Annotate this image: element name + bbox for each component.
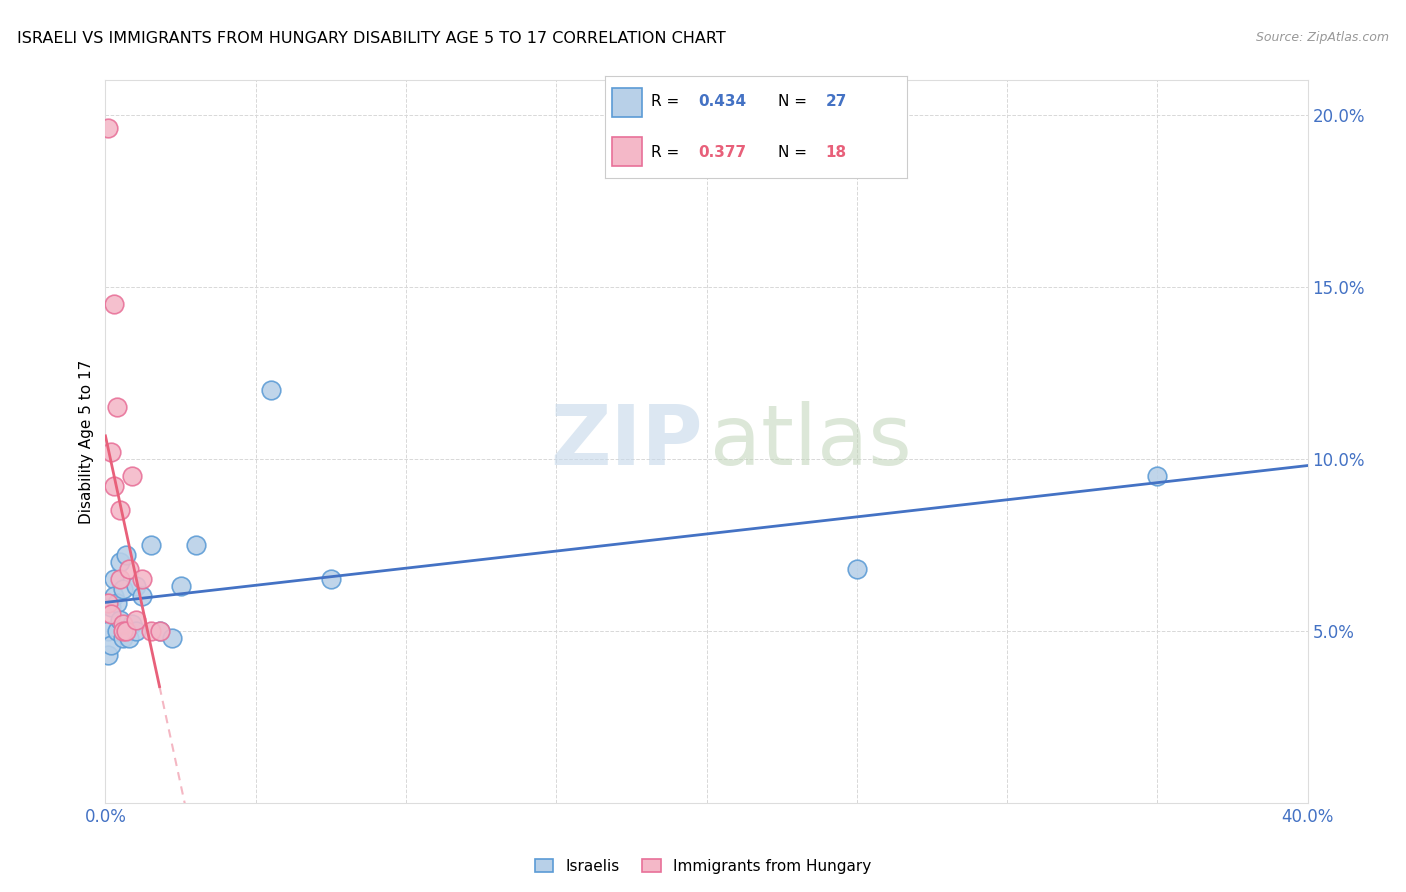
Y-axis label: Disability Age 5 to 17: Disability Age 5 to 17 <box>79 359 94 524</box>
Point <box>124 579 146 593</box>
Point <box>260 383 283 397</box>
Point <box>110 503 132 517</box>
Text: N =: N = <box>779 145 813 160</box>
Point <box>110 614 132 628</box>
Point <box>110 555 132 569</box>
Text: ISRAELI VS IMMIGRANTS FROM HUNGARY DISABILITY AGE 5 TO 17 CORRELATION CHART: ISRAELI VS IMMIGRANTS FROM HUNGARY DISAB… <box>17 31 725 46</box>
Point <box>110 572 132 586</box>
Text: N =: N = <box>779 95 813 110</box>
Point <box>121 616 143 631</box>
Point <box>107 624 129 638</box>
Point <box>97 648 120 662</box>
Text: 27: 27 <box>825 95 846 110</box>
Point <box>118 562 141 576</box>
Bar <box>612 137 643 166</box>
Point <box>131 572 153 586</box>
Point <box>100 607 122 621</box>
Point <box>124 624 146 638</box>
Text: R =: R = <box>651 95 685 110</box>
Point <box>118 631 141 645</box>
Point <box>100 599 122 614</box>
Point <box>100 638 122 652</box>
Point <box>319 572 342 586</box>
Point <box>103 297 125 311</box>
Point <box>131 590 153 604</box>
Point <box>148 624 170 638</box>
Bar <box>612 88 643 117</box>
Point <box>112 631 135 645</box>
Text: Source: ZipAtlas.com: Source: ZipAtlas.com <box>1256 31 1389 45</box>
Point <box>115 624 138 638</box>
Point <box>1146 469 1168 483</box>
Point <box>97 121 120 136</box>
Point <box>115 548 138 562</box>
Point <box>97 596 120 610</box>
Text: R =: R = <box>651 145 685 160</box>
Point <box>124 614 146 628</box>
Point <box>160 631 183 645</box>
Text: ZIP: ZIP <box>550 401 703 482</box>
Text: atlas: atlas <box>710 401 912 482</box>
Point <box>845 562 868 576</box>
Legend: Israelis, Immigrants from Hungary: Israelis, Immigrants from Hungary <box>529 853 877 880</box>
Point <box>103 590 125 604</box>
Point <box>103 479 125 493</box>
Text: 0.377: 0.377 <box>699 145 747 160</box>
Point <box>184 538 207 552</box>
Point <box>97 624 120 638</box>
Text: 0.434: 0.434 <box>699 95 747 110</box>
Point <box>112 624 135 638</box>
Point <box>107 596 129 610</box>
Point <box>121 469 143 483</box>
Point <box>112 582 135 597</box>
Point <box>100 445 122 459</box>
Point <box>107 400 129 414</box>
Point <box>112 616 135 631</box>
Point <box>103 572 125 586</box>
Point <box>139 624 162 638</box>
Point <box>139 538 162 552</box>
Text: 18: 18 <box>825 145 846 160</box>
Point <box>169 579 191 593</box>
Point <box>148 624 170 638</box>
